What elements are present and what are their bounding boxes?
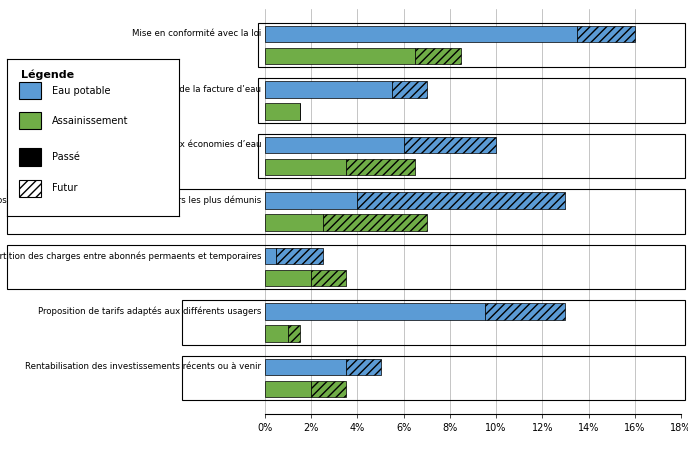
Text: Simplification de la facture d’eau: Simplification de la facture d’eau: [118, 85, 261, 94]
FancyBboxPatch shape: [19, 112, 41, 130]
Text: Rentabilisation des investissements récents ou à venir: Rentabilisation des investissements réce…: [25, 362, 261, 371]
Bar: [265, 159, 346, 176]
Text: Mise en conformité avec la loi: Mise en conformité avec la loi: [132, 29, 261, 38]
Text: Eau potable: Eau potable: [52, 86, 110, 96]
Bar: [415, 48, 462, 64]
Bar: [484, 303, 566, 320]
Bar: [288, 325, 299, 342]
Bar: [392, 81, 427, 98]
Bar: [404, 137, 496, 153]
Bar: [311, 270, 346, 286]
Text: Proposition de tarifs adaptés aux différents usagers: Proposition de tarifs adaptés aux différ…: [38, 306, 261, 316]
Text: Légende: Légende: [21, 69, 74, 80]
Bar: [577, 26, 635, 42]
Bar: [265, 303, 484, 320]
Bar: [265, 192, 357, 209]
Bar: [265, 81, 392, 98]
Bar: [346, 359, 380, 375]
Text: Meilleure répartition des charges entre abonnés permaents et temporaires: Meilleure répartition des charges entre …: [0, 251, 261, 261]
Text: Assainissement: Assainissement: [52, 116, 128, 126]
Bar: [265, 26, 577, 42]
Text: Incitation aux économies d’eau: Incitation aux économies d’eau: [126, 140, 261, 149]
Text: Futur: Futur: [52, 184, 77, 194]
FancyBboxPatch shape: [19, 82, 41, 99]
Text: Proposition d’un prix de l’eau adapté aux foyers les plus démunis: Proposition d’un prix de l’eau adapté au…: [0, 196, 261, 205]
FancyBboxPatch shape: [19, 148, 41, 166]
Bar: [265, 137, 404, 153]
Bar: [357, 192, 566, 209]
Bar: [265, 48, 415, 64]
Bar: [265, 104, 299, 120]
Bar: [265, 381, 311, 397]
Bar: [265, 248, 277, 264]
Bar: [265, 325, 288, 342]
Bar: [265, 270, 311, 286]
Bar: [323, 214, 427, 231]
Bar: [265, 359, 346, 375]
Text: Passé: Passé: [52, 152, 80, 162]
Bar: [346, 159, 415, 176]
Bar: [265, 214, 323, 231]
FancyBboxPatch shape: [19, 180, 41, 197]
Bar: [311, 381, 346, 397]
Bar: [277, 248, 323, 264]
